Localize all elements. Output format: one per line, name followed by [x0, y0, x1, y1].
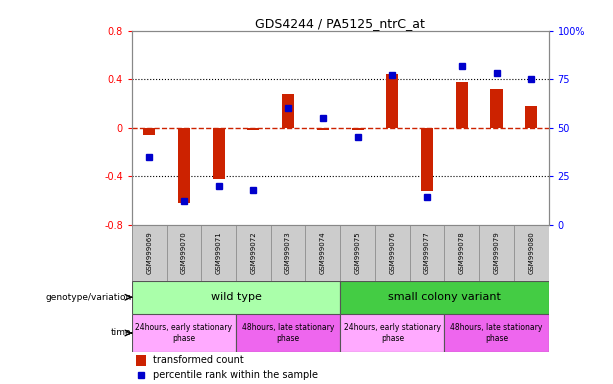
Text: GSM999080: GSM999080 — [528, 231, 535, 274]
Bar — [340, 281, 549, 314]
Text: transformed count: transformed count — [153, 355, 243, 365]
Text: time: time — [111, 328, 131, 338]
Bar — [201, 225, 236, 281]
Text: GSM999070: GSM999070 — [181, 231, 187, 274]
Text: 24hours, early stationary
phase: 24hours, early stationary phase — [344, 323, 441, 343]
Bar — [525, 106, 538, 127]
Bar — [444, 314, 549, 352]
Bar — [167, 225, 201, 281]
Bar — [178, 127, 190, 203]
Bar — [444, 225, 479, 281]
Title: GDS4244 / PA5125_ntrC_at: GDS4244 / PA5125_ntrC_at — [255, 17, 425, 30]
Bar — [317, 127, 329, 130]
Text: 48hours, late stationary
phase: 48hours, late stationary phase — [451, 323, 543, 343]
Text: percentile rank within the sample: percentile rank within the sample — [153, 370, 318, 380]
Bar — [305, 225, 340, 281]
Text: wild type: wild type — [211, 292, 261, 302]
Bar — [236, 225, 271, 281]
Text: GSM999072: GSM999072 — [250, 231, 256, 274]
Bar — [375, 225, 409, 281]
Bar — [351, 127, 364, 130]
Bar — [340, 314, 444, 352]
Text: GSM999075: GSM999075 — [354, 231, 360, 274]
Bar — [132, 314, 236, 352]
Bar — [455, 82, 468, 127]
Text: GSM999079: GSM999079 — [493, 231, 500, 274]
Text: small colony variant: small colony variant — [388, 292, 501, 302]
Bar — [132, 225, 167, 281]
Bar — [421, 127, 433, 190]
Text: GSM999078: GSM999078 — [459, 231, 465, 274]
Bar — [271, 225, 305, 281]
Text: GSM999076: GSM999076 — [389, 231, 395, 274]
Bar — [132, 281, 340, 314]
Bar — [247, 127, 259, 130]
Text: GSM999069: GSM999069 — [146, 231, 152, 274]
Bar — [479, 225, 514, 281]
Text: 48hours, late stationary
phase: 48hours, late stationary phase — [242, 323, 334, 343]
Bar — [409, 225, 444, 281]
Bar — [236, 314, 340, 352]
Text: GSM999073: GSM999073 — [285, 231, 291, 274]
Bar — [386, 74, 398, 127]
Text: genotype/variation: genotype/variation — [45, 293, 131, 302]
Bar — [490, 89, 503, 127]
Bar — [213, 127, 225, 179]
Text: GSM999077: GSM999077 — [424, 231, 430, 274]
Text: 24hours, early stationary
phase: 24hours, early stationary phase — [135, 323, 232, 343]
Bar — [136, 355, 147, 366]
Bar — [282, 94, 294, 127]
Bar — [143, 127, 155, 135]
Bar — [514, 225, 549, 281]
Text: GSM999074: GSM999074 — [320, 231, 326, 274]
Text: GSM999071: GSM999071 — [216, 231, 222, 274]
Bar — [340, 225, 375, 281]
